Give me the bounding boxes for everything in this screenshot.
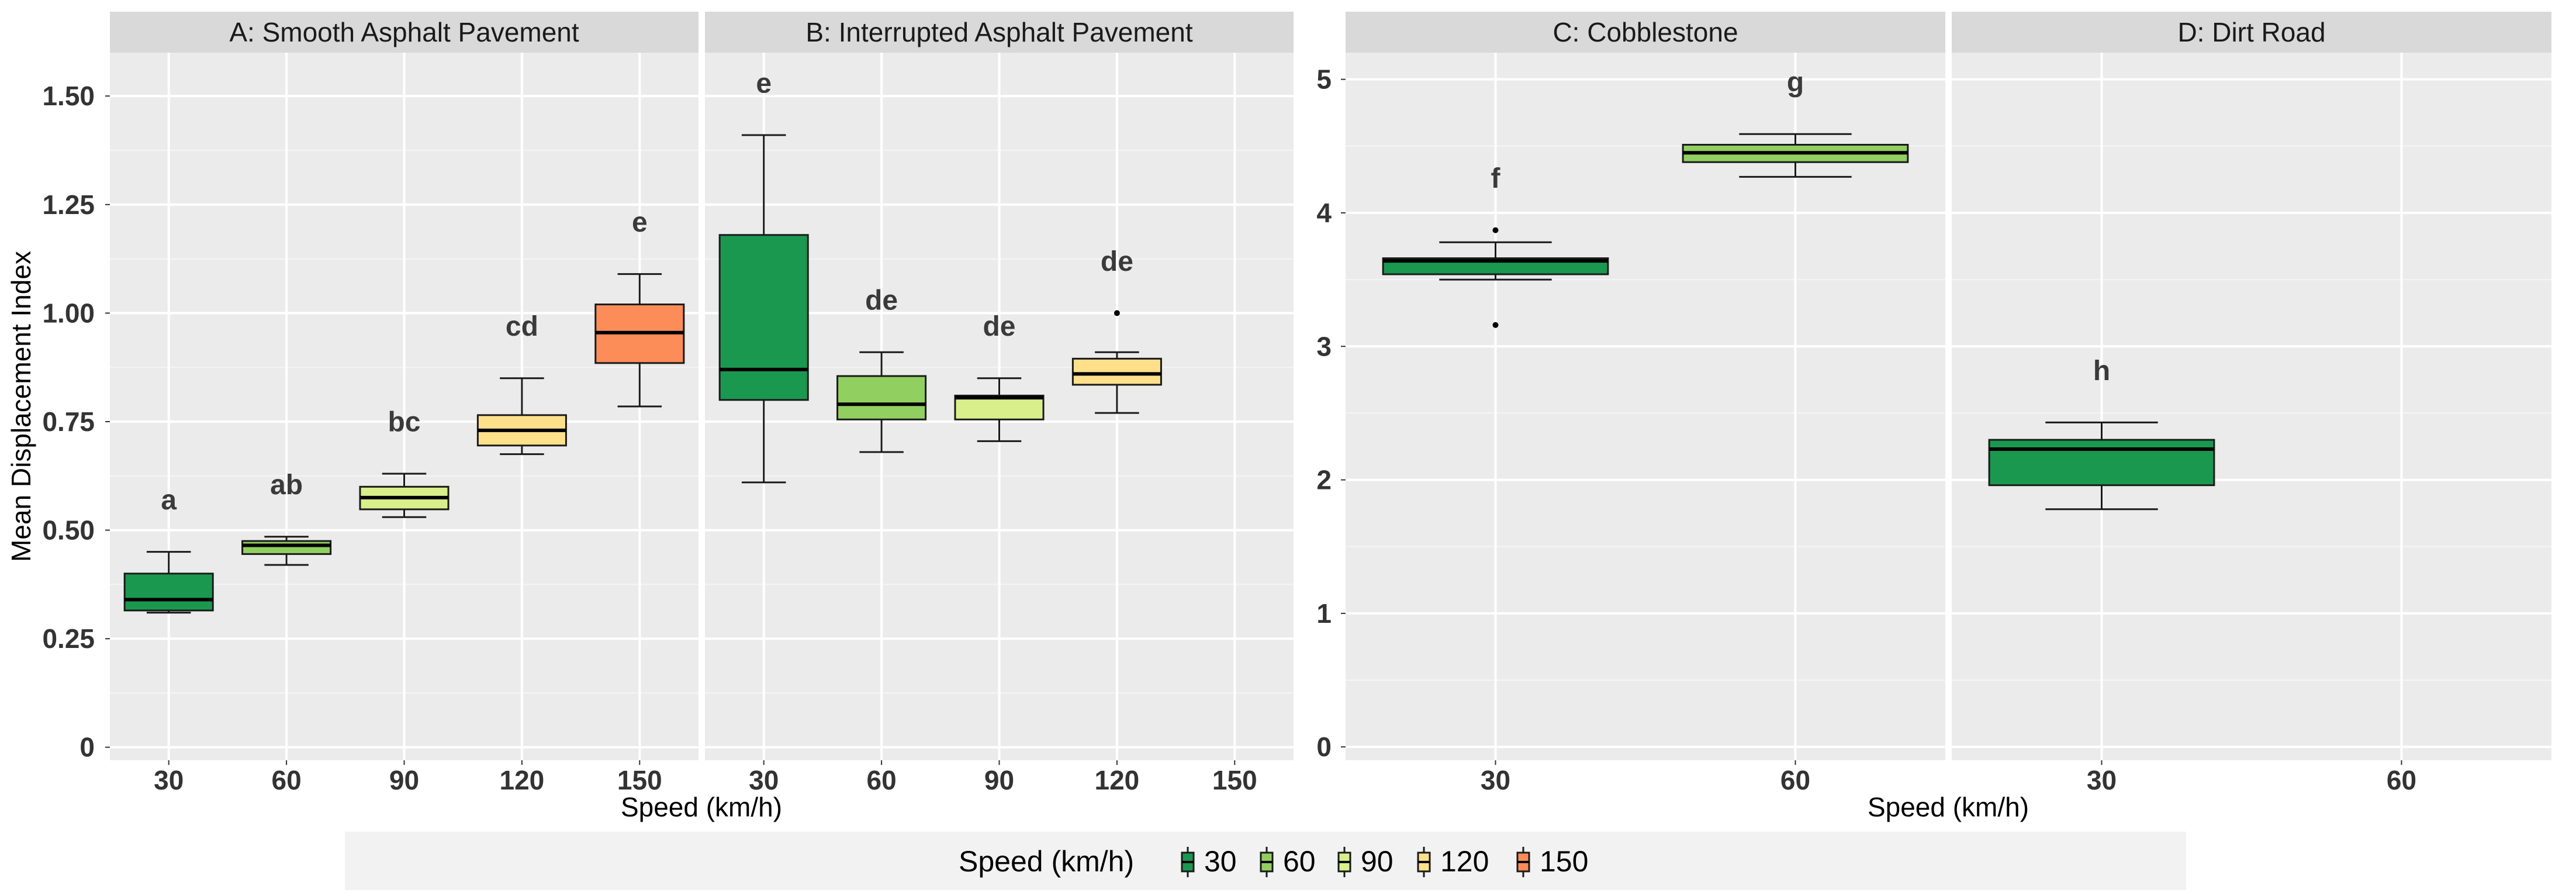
x-tick-label: 60 [867,765,897,795]
legend-entry-30: 30 [1181,845,1237,878]
x-tick-label: 120 [1095,765,1140,795]
significance-letter: f [1491,163,1501,194]
significance-letter: a [161,485,177,516]
x-tick-label: 30 [154,765,184,795]
x-tick-label: 90 [389,765,419,795]
x-tick-label: 90 [984,765,1014,795]
y-tick-label: 1.25 [42,189,95,220]
y-tick-label: 1.00 [42,298,95,328]
significance-letter: e [756,68,772,99]
y-tick-label: 0 [79,732,95,763]
box-body [954,394,1045,420]
x-tick-label: 150 [617,765,662,795]
panel-background [1346,53,1945,760]
significance-letter: de [1101,246,1133,277]
y-tick-label: 0.50 [42,515,95,546]
box-body [718,234,809,401]
x-tick-label: 30 [1481,765,1510,795]
box-body [1071,357,1162,386]
outlier-point [1114,310,1120,316]
x-axis-title: Speed (km/h) [1868,792,2029,822]
boxplot-90: bc [359,406,449,518]
panel-strip [705,12,1294,53]
y-tick-label: 3 [1316,331,1332,361]
panel-background [1952,53,2551,760]
box-body [1988,439,2215,487]
significance-letter: h [2093,356,2110,387]
x-axis-title: Speed (km/h) [621,792,782,822]
significance-letter: g [1787,67,1804,98]
significance-letter: ab [270,470,303,501]
legend-label: 30 [1204,845,1237,878]
legend-entry-150: 150 [1516,845,1588,878]
boxplot-90: de [954,311,1045,442]
y-tick-label: 1 [1316,598,1332,629]
y-axis-title: Mean Displacement Index [6,251,36,562]
boxplot-60: g [1682,67,1909,178]
boxplot-120: cd [476,311,567,456]
x-tick-label: 60 [272,765,302,795]
legend-entry-120: 120 [1417,845,1489,878]
plot-area: 0 0.25 0.50 0.75 1.00 1.25 1.50 Mean Displaceme… [6,12,2551,822]
y-tick-label: 5 [1316,64,1332,95]
panel-title: A: Smooth Asphalt Pavement [229,17,579,47]
outlier-point [1492,322,1499,328]
box-body [836,375,927,420]
boxplot-30: f [1382,163,1609,328]
boxplot-120: de [1071,246,1162,414]
panel-strip [110,12,699,53]
panel-title: B: Interrupted Asphalt Pavement [805,17,1193,47]
panel-title: D: Dirt Road [2177,17,2325,47]
x-tick-label: 60 [2387,765,2416,795]
boxplot-30: e [718,68,809,484]
legend-label: 60 [1283,845,1316,878]
y-tick-label: 0.25 [42,623,95,654]
box-body [241,540,332,555]
outlier-point [1492,227,1499,233]
significance-letter: de [865,285,898,316]
boxplot-30: h [1988,356,2215,511]
legend-label: 90 [1361,845,1394,878]
significance-letter: bc [388,406,420,437]
x-tick-label: 120 [500,765,545,795]
legend-entry-60: 60 [1260,845,1316,878]
x-tick-label: 150 [1212,765,1257,795]
y-tick-label: 0 [1316,732,1332,762]
y-tick-label: 2 [1316,465,1332,495]
x-tick-label: 30 [2087,765,2117,795]
y-tick-label: 1.50 [42,81,95,111]
significance-letter: de [983,311,1015,342]
y-tick-label: 4 [1316,198,1332,228]
legend-title: Speed (km/h) [959,845,1134,878]
legend-label: 120 [1440,845,1489,878]
panel-strip [1952,12,2551,53]
legend-entry-90: 90 [1337,845,1394,878]
x-tick-label: 30 [749,765,779,795]
significance-letter: cd [506,311,538,342]
significance-letter: e [632,207,648,238]
legend-label: 150 [1540,845,1588,878]
boxplot-150: e [594,207,685,408]
panel-strip [1346,12,1945,53]
boxplot-60: de [836,285,927,453]
box-body [123,573,214,612]
boxplot-30: a [123,485,214,614]
panel-title: C: Cobblestone [1552,17,1738,47]
boxplot-60: ab [241,470,332,566]
legend: Speed (km/h) 30 60 90 120 150 [345,832,2186,890]
y-tick-label: 0.75 [42,406,95,437]
x-tick-label: 60 [1780,765,1810,795]
